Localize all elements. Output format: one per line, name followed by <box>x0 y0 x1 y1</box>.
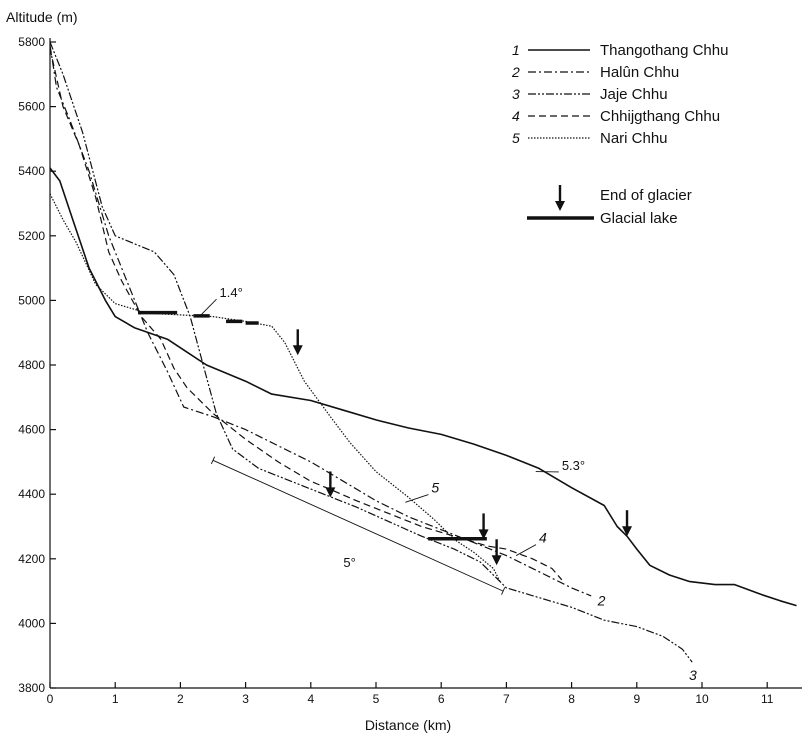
legend-number: 3 <box>512 86 520 102</box>
glacier-end-arrow <box>325 471 336 498</box>
x-tick-label: 5 <box>373 692 380 706</box>
series-line-4 <box>49 48 563 581</box>
y-tick-label: 4600 <box>18 423 45 437</box>
reference-line-cap <box>210 456 216 465</box>
legend-label: Thangothang Chhu <box>600 42 728 59</box>
annotation-label: 5 <box>431 480 439 496</box>
legend-label: Nari Chhu <box>600 130 668 147</box>
x-tick-label: 2 <box>177 692 184 706</box>
annotation-label: 5° <box>343 555 355 570</box>
legend: 1 Thangothang Chhu 2 Halûn Chhu 3 Jaje Chhu 4 C… <box>511 42 728 227</box>
glacier-end-arrow <box>292 329 303 356</box>
y-tick-label: 5200 <box>18 229 45 243</box>
glacier-end-arrow <box>478 513 489 540</box>
y-tick-label: 4000 <box>18 616 45 630</box>
legend-label: Chhijgthang Chhu <box>600 108 720 125</box>
legend-label: Halûn Chhu <box>600 64 679 81</box>
x-tick-label: 9 <box>633 692 640 706</box>
x-tick-label: 6 <box>438 692 445 706</box>
legend-number: 1 <box>512 42 520 58</box>
series-line-1 <box>49 167 797 607</box>
legend-number: 2 <box>511 64 520 80</box>
annotation-label: 3 <box>689 667 697 683</box>
series-line-5 <box>49 193 501 582</box>
x-tick-label: 11 <box>761 692 774 706</box>
annotation-label: 4 <box>539 530 547 546</box>
arrow-head <box>292 345 303 356</box>
annotation-label: 1.4° <box>220 285 243 300</box>
arrow-head <box>325 487 336 498</box>
x-axis-title: Distance (km) <box>365 717 451 733</box>
legend-number: 5 <box>512 130 520 146</box>
annotation-leader <box>405 494 429 503</box>
x-ticks: 0 1 2 3 4 5 6 7 8 9 10 11 <box>47 682 774 706</box>
x-tick-label: 4 <box>307 692 314 706</box>
legend-glacial-lake-label: Glacial lake <box>600 210 678 227</box>
y-tick-label: 5800 <box>18 35 45 49</box>
legend-glacier-end-arrow <box>555 185 565 211</box>
glacier-end-arrow <box>622 510 633 537</box>
y-tick-label: 4800 <box>18 358 45 372</box>
y-tick-label: 4200 <box>18 552 45 566</box>
glacier-end-arrow <box>491 539 502 566</box>
y-tick-label: 5400 <box>18 164 45 178</box>
y-tick-label: 5000 <box>18 293 45 307</box>
annotation-label: 2 <box>597 593 606 609</box>
y-ticks: 3800 4000 4200 4400 4600 4800 5000 5200 5400 5600… <box>18 35 56 695</box>
annotation-leader <box>515 544 537 556</box>
x-tick-label: 7 <box>503 692 510 706</box>
x-tick-label: 3 <box>242 692 249 706</box>
glacial-lakes <box>138 310 487 541</box>
arrow-head <box>555 201 565 211</box>
legend-glacier-end-label: End of glacier <box>600 187 692 204</box>
series-layer <box>49 41 797 663</box>
annotation-label: 5.3° <box>562 458 585 473</box>
y-tick-label: 4400 <box>18 487 45 501</box>
x-tick-label: 10 <box>695 692 709 706</box>
reference-slope-line <box>210 456 506 595</box>
x-tick-label: 1 <box>112 692 119 706</box>
y-tick-label: 5600 <box>18 100 45 114</box>
reference-line-cap <box>501 587 506 595</box>
y-axis-title: Altitude (m) <box>6 9 78 25</box>
legend-number: 4 <box>512 108 520 124</box>
y-tick-label: 3800 <box>18 681 45 695</box>
arrow-head <box>491 555 502 566</box>
glacier-end-markers <box>292 329 633 566</box>
x-tick-label: 0 <box>47 692 54 706</box>
series-line-3 <box>49 41 693 663</box>
arrow-head <box>478 529 489 540</box>
annotation-leader <box>199 298 217 317</box>
axes: 3800400042004400460048005000520054005600… <box>6 9 802 733</box>
reference-line <box>212 459 504 592</box>
x-tick-label: 8 <box>568 692 575 706</box>
legend-label: Jaje Chhu <box>600 86 668 103</box>
arrow-head <box>622 526 633 537</box>
series-line-2 <box>49 45 592 597</box>
